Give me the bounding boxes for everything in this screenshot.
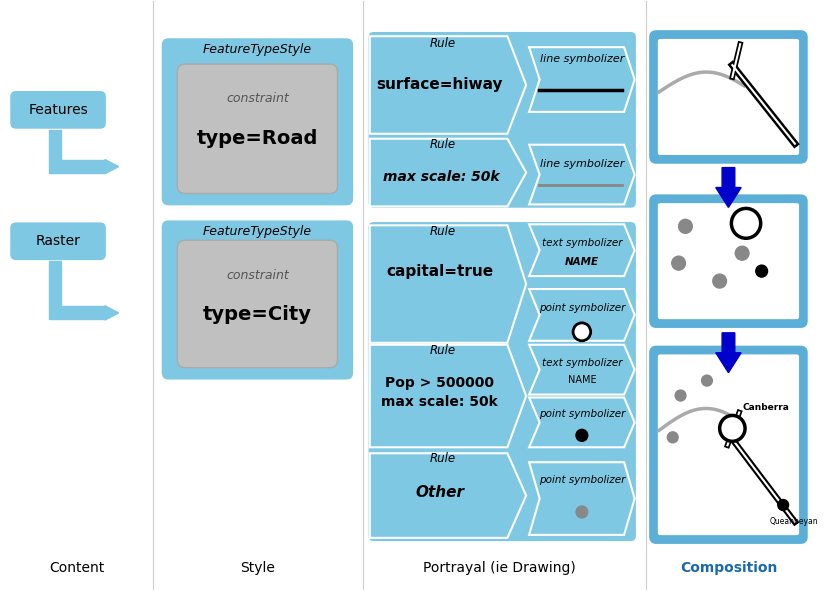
Polygon shape <box>105 160 118 174</box>
FancyBboxPatch shape <box>177 241 337 368</box>
Text: Rule: Rule <box>429 138 456 151</box>
Circle shape <box>730 209 760 238</box>
Polygon shape <box>528 145 633 204</box>
Text: Features: Features <box>28 103 88 117</box>
Text: max scale: 50k: max scale: 50k <box>380 395 497 410</box>
Polygon shape <box>528 462 633 535</box>
Text: Rule: Rule <box>429 344 456 357</box>
Polygon shape <box>370 225 525 343</box>
Text: max scale: 50k: max scale: 50k <box>382 170 499 184</box>
Polygon shape <box>49 130 61 160</box>
Polygon shape <box>370 139 525 206</box>
Text: Style: Style <box>240 561 275 574</box>
Polygon shape <box>105 306 118 320</box>
Polygon shape <box>370 453 525 538</box>
Text: point symbolizer: point symbolizer <box>538 475 624 485</box>
FancyBboxPatch shape <box>9 222 107 261</box>
FancyBboxPatch shape <box>657 38 799 155</box>
Text: point symbolizer: point symbolizer <box>538 303 624 313</box>
Polygon shape <box>528 47 633 112</box>
Circle shape <box>700 375 711 386</box>
FancyBboxPatch shape <box>160 219 354 381</box>
FancyBboxPatch shape <box>651 33 805 161</box>
Polygon shape <box>715 168 740 207</box>
Circle shape <box>755 265 767 277</box>
Text: Content: Content <box>49 561 104 574</box>
Circle shape <box>678 219 691 233</box>
Text: text symbolizer: text symbolizer <box>541 238 621 248</box>
FancyBboxPatch shape <box>367 31 636 209</box>
Text: Portrayal (ie Drawing): Portrayal (ie Drawing) <box>423 561 576 574</box>
Circle shape <box>671 256 685 270</box>
Text: Rule: Rule <box>429 225 456 238</box>
FancyBboxPatch shape <box>367 222 636 542</box>
Circle shape <box>667 432 677 443</box>
FancyBboxPatch shape <box>177 64 337 193</box>
FancyBboxPatch shape <box>9 90 107 130</box>
Text: NAME: NAME <box>564 257 598 267</box>
Polygon shape <box>528 225 633 276</box>
Polygon shape <box>49 261 61 307</box>
FancyBboxPatch shape <box>651 196 805 326</box>
Text: surface=hiway: surface=hiway <box>375 77 502 93</box>
Circle shape <box>572 323 590 341</box>
Text: type=City: type=City <box>203 306 312 324</box>
Text: Composition: Composition <box>679 561 777 574</box>
Polygon shape <box>528 345 633 395</box>
Text: type=Road: type=Road <box>197 129 318 148</box>
Circle shape <box>674 390 685 401</box>
Text: constraint: constraint <box>226 92 289 105</box>
Polygon shape <box>715 333 740 373</box>
Circle shape <box>576 506 587 518</box>
FancyBboxPatch shape <box>657 203 799 320</box>
Text: text symbolizer: text symbolizer <box>541 358 621 368</box>
Text: constraint: constraint <box>226 268 289 281</box>
Polygon shape <box>528 398 633 447</box>
Text: point symbolizer: point symbolizer <box>538 410 624 420</box>
Circle shape <box>576 430 587 441</box>
Text: line symbolizer: line symbolizer <box>539 158 624 168</box>
Text: FeatureTypeStyle: FeatureTypeStyle <box>203 43 312 56</box>
Text: capital=true: capital=true <box>386 264 493 278</box>
Text: FeatureTypeStyle: FeatureTypeStyle <box>203 225 312 238</box>
Polygon shape <box>49 307 105 319</box>
Text: Rule: Rule <box>429 37 456 50</box>
Text: NAME: NAME <box>566 375 595 385</box>
Circle shape <box>777 499 787 511</box>
Text: Raster: Raster <box>36 234 80 248</box>
Text: line symbolizer: line symbolizer <box>539 54 624 64</box>
Polygon shape <box>370 345 525 447</box>
Circle shape <box>734 246 748 260</box>
Circle shape <box>712 274 725 288</box>
Circle shape <box>719 415 744 441</box>
Text: Pop > 500000: Pop > 500000 <box>385 376 493 389</box>
Polygon shape <box>528 289 633 341</box>
FancyBboxPatch shape <box>651 348 805 542</box>
FancyBboxPatch shape <box>160 37 354 206</box>
Text: Other: Other <box>415 485 464 499</box>
Polygon shape <box>49 160 105 173</box>
Text: Queanbeyan: Queanbeyan <box>768 517 817 526</box>
Text: Rule: Rule <box>429 452 456 465</box>
Text: Canberra: Canberra <box>741 404 788 413</box>
Polygon shape <box>370 36 525 134</box>
FancyBboxPatch shape <box>657 354 799 536</box>
